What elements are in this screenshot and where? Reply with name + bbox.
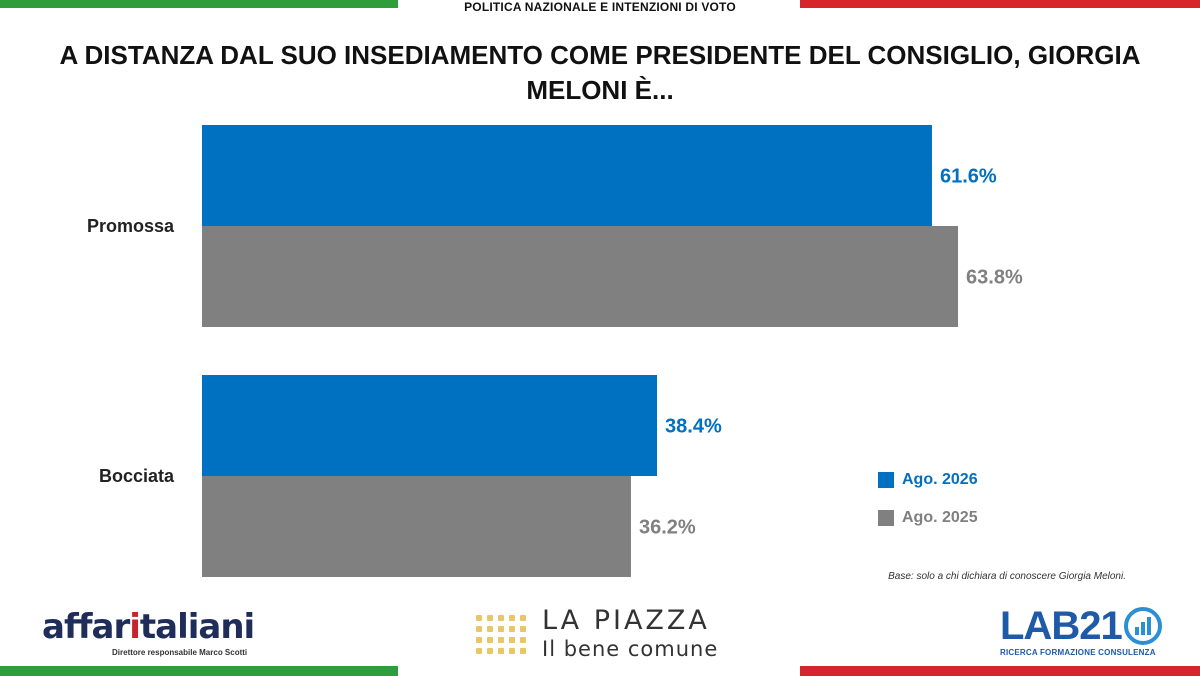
affaritaliani-subtitle: Direttore responsabile Marco Scotti bbox=[112, 648, 248, 657]
data-label-promossa-2025: 63.8% bbox=[966, 267, 1023, 289]
category-label-bocciata: Bocciata bbox=[99, 466, 175, 486]
la-piazza-title: LA PIAZZA bbox=[542, 605, 710, 636]
legend-label-2026: Ago. 2026 bbox=[902, 471, 978, 488]
legend-swatch-2025 bbox=[878, 510, 894, 526]
data-label-bocciata-2025: 36.2% bbox=[639, 517, 696, 539]
legend-item-2026: Ago. 2026 bbox=[878, 470, 978, 490]
page-title: A DISTANZA DAL SUO INSEDIAMENTO COME PRE… bbox=[59, 40, 1141, 105]
flag-stripe-green-bottom bbox=[0, 666, 398, 676]
chart-legend: Ago. 2026 Ago. 2025 bbox=[878, 470, 978, 546]
dots-icon bbox=[476, 614, 526, 654]
affari-part-1: affar bbox=[42, 607, 130, 647]
flag-stripe-green-top bbox=[0, 0, 398, 8]
legend-item-2025: Ago. 2025 bbox=[878, 508, 978, 528]
bar-bocciata-2025 bbox=[202, 476, 631, 577]
lab21-wordmark: LAB21 bbox=[1000, 604, 1123, 648]
la-piazza-logo: LA PIAZZA Il bene comune bbox=[476, 606, 718, 662]
data-label-promossa-2026: 61.6% bbox=[940, 166, 997, 188]
bar-promossa-2026 bbox=[202, 125, 932, 226]
flag-stripe-red-top bbox=[800, 0, 1200, 8]
bar-bocciata-2026 bbox=[202, 375, 658, 476]
category-label-promossa: Promossa bbox=[87, 216, 175, 236]
bar-chart-circle-icon bbox=[1123, 607, 1162, 645]
la-piazza-subtitle: Il bene comune bbox=[542, 637, 719, 661]
base-note: Base: solo a chi dichiara di conoscere G… bbox=[888, 571, 1126, 582]
lab21-logo: LAB21 RICERCA FORMAZIONE CONSULENZA bbox=[1000, 604, 1162, 657]
affaritaliani-logo: affaritaliani Direttore responsabile Mar… bbox=[42, 607, 255, 657]
section-label: POLITICA NAZIONALE E INTENZIONI DI VOTO bbox=[464, 0, 736, 14]
affaritaliani-wordmark: affaritaliani bbox=[42, 607, 255, 647]
legend-swatch-2026 bbox=[878, 472, 894, 488]
affari-part-2: taliani bbox=[139, 607, 255, 647]
affari-part-i: i bbox=[129, 607, 141, 647]
bar-promossa-2025 bbox=[202, 226, 959, 327]
lab21-subtitle: RICERCA FORMAZIONE CONSULENZA bbox=[1000, 648, 1156, 657]
flag-stripe-red-bottom bbox=[800, 666, 1200, 676]
data-label-bocciata-2026: 38.4% bbox=[665, 416, 722, 438]
legend-label-2025: Ago. 2025 bbox=[902, 509, 978, 526]
